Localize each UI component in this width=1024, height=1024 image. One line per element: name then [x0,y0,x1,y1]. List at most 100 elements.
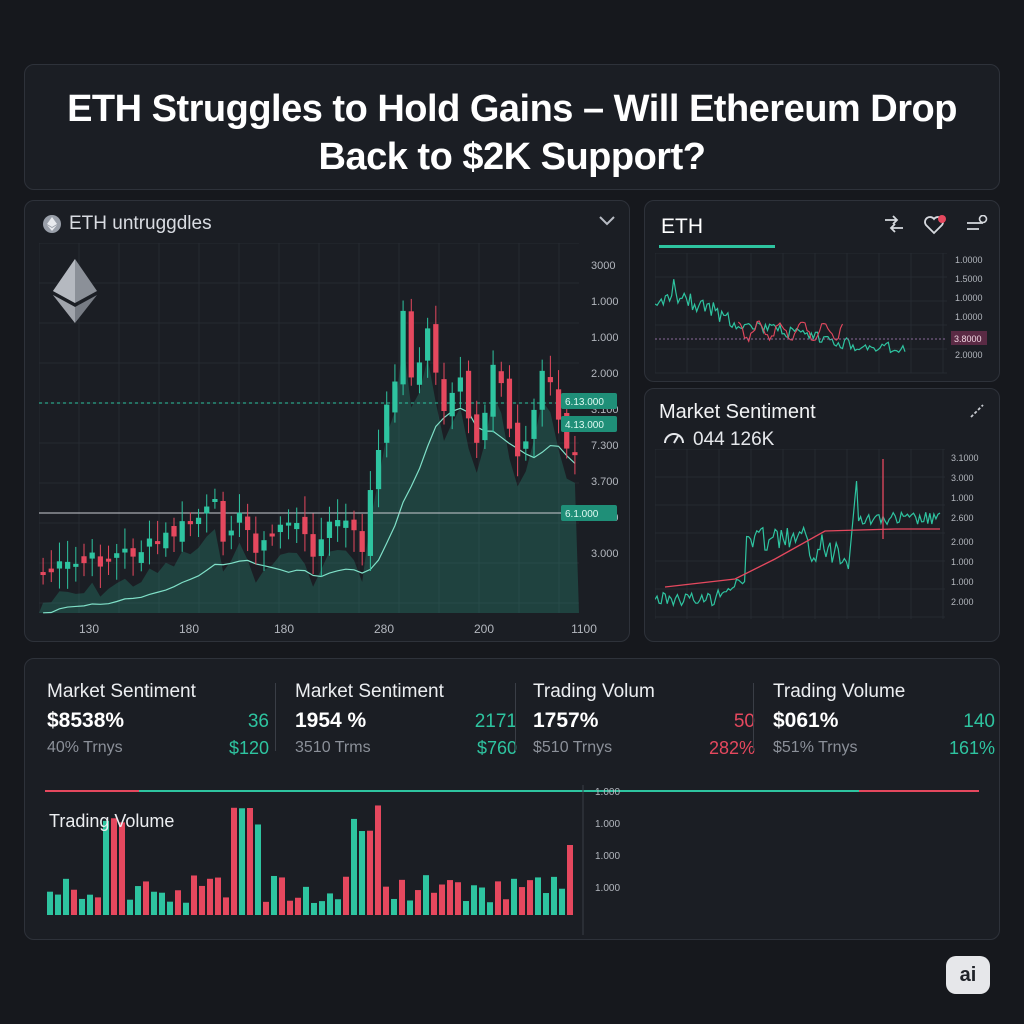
time-axis-label: 280 [374,622,394,635]
divider [515,683,516,751]
candle-body [155,541,161,545]
volume-bar [335,899,341,915]
volume-chart[interactable]: 1.000 1.000 1.000 1.000 [39,785,987,935]
volume-bar [247,808,253,915]
stat-card-3[interactable]: Trading Volum 1757% 50 $510 Trnys 282% [533,681,755,761]
volume-bar [327,893,333,915]
price-axis-label: 2.000 [951,597,974,607]
price-axis-label: 3.000 [951,473,974,483]
candle-body [318,539,324,557]
time-axis-label: 180 [274,622,294,635]
stat-title: Trading Volume [773,681,906,702]
candle-body [326,521,333,538]
candle-body [457,377,463,392]
active-tab-indicator [659,245,775,248]
candle-body [269,533,275,537]
volume-bar [215,877,221,915]
candle-body [335,520,341,527]
candle-body [482,412,488,441]
stat-value: $8538% [47,709,125,732]
price-axis-label: 1.000 [591,332,619,344]
price-axis-label: 2.600 [951,513,974,523]
main-chart-header: ETH untruggdles [43,213,212,235]
price-axis-label: 1.000 [591,296,619,308]
candle-body [523,441,529,449]
candle-body [310,534,316,557]
candle-body [105,558,112,562]
volume-bar [239,808,245,915]
candle-body [392,381,398,413]
volume-bar [79,898,85,915]
candle-body [277,524,283,533]
time-axis-label: 180 [179,622,199,635]
volume-bar [255,824,261,915]
main-chart-panel[interactable]: ETH untruggdles 3000 1.000 1.000 2.000 3.100… [24,200,630,642]
price-chart[interactable]: 30001.0001.0002.0003.1007.3003.7002.9003… [39,243,619,635]
heart-alert-icon[interactable] [923,215,947,240]
market-sentiment-panel[interactable]: Market Sentiment 044 126K 3.1000 3.000 1.0… [644,388,1000,642]
chevron-down-icon[interactable] [599,213,615,231]
volume-area [39,340,579,613]
stat-card-4[interactable]: Trading Volume $061% 140 $51% Trnys 161% [773,681,995,761]
stat-card-1[interactable]: Market Sentiment $8538% 36 40% Trnys $12… [47,681,269,761]
mini-price-line [737,320,843,343]
mini-chart-title: ETH [661,215,703,238]
stat-change: 36 [247,711,269,732]
volume-bar [287,900,293,915]
price-axis-label: 3.1000 [951,453,979,463]
ai-badge[interactable]: ai [946,956,990,994]
sentiment-chart[interactable]: 3.1000 3.000 1.000 2.600 2.000 1.000 1.000 2.00… [655,449,991,627]
price-axis-label: 1.0000 [955,255,983,265]
candle-body [547,377,553,383]
price-axis-label: 2.0000 [955,350,983,360]
transfer-icon[interactable] [883,215,905,238]
settings-alert-icon[interactable] [965,214,989,240]
volume-bar [367,830,373,915]
price-axis-label: 1.000 [951,557,974,567]
candle-body [351,519,357,531]
candle-body [204,506,210,514]
price-axis-label: 7.300 [591,440,619,452]
volume-bar [143,881,149,915]
price-tag [561,416,617,432]
ethereum-coin-icon [43,215,61,233]
price-axis-label: 3000 [591,260,615,272]
price-tag [561,393,617,409]
candle-body [179,521,185,542]
stat-card-2[interactable]: Market Sentiment 1954 % 2171 3510 Trms $… [295,681,517,761]
candle-body [48,568,54,573]
stat-change: 140 [963,711,995,732]
stat-value: 1757% [533,709,599,732]
eth-mini-chart-panel[interactable]: ETH 1.00001.50001.00001.00001.00002.0000… [644,200,1000,382]
volume-bar [159,892,165,915]
candle-body [73,563,79,567]
time-axis-label: 1100 [571,622,597,635]
candle-body [195,517,202,525]
price-tag-label: 4.13.000 [565,420,604,431]
volume-bar [231,807,237,915]
candle-body [384,404,390,443]
expand-icon[interactable] [969,403,985,423]
volume-bar [87,894,93,915]
candle-body [498,371,504,384]
candle-body [122,548,128,553]
volume-axis-label: 1.000 [595,851,620,862]
volume-bar [279,877,285,915]
candle-body [359,531,365,552]
candle-body [65,561,71,569]
candle-body [515,422,521,457]
stat-secondary: $120 [228,738,269,758]
price-axis-label: 3.000 [591,548,619,560]
sentiment-trend-line [664,528,940,588]
mini-price-chart[interactable]: 1.00001.50001.00001.00001.00002.00003.80… [655,253,991,377]
candle-body [343,520,349,528]
volume-bar [439,884,445,915]
candle-body [441,379,447,412]
price-tag-label: 6.13.000 [565,397,604,408]
price-axis-label: 3.700 [591,476,619,488]
volume-bar [295,897,301,915]
headline-panel: ETH Struggles to Hold Gains – Will Ether… [24,64,1000,190]
candle-body [531,409,537,439]
volume-axis-label: 1.000 [595,883,620,894]
volume-bar [407,900,413,915]
